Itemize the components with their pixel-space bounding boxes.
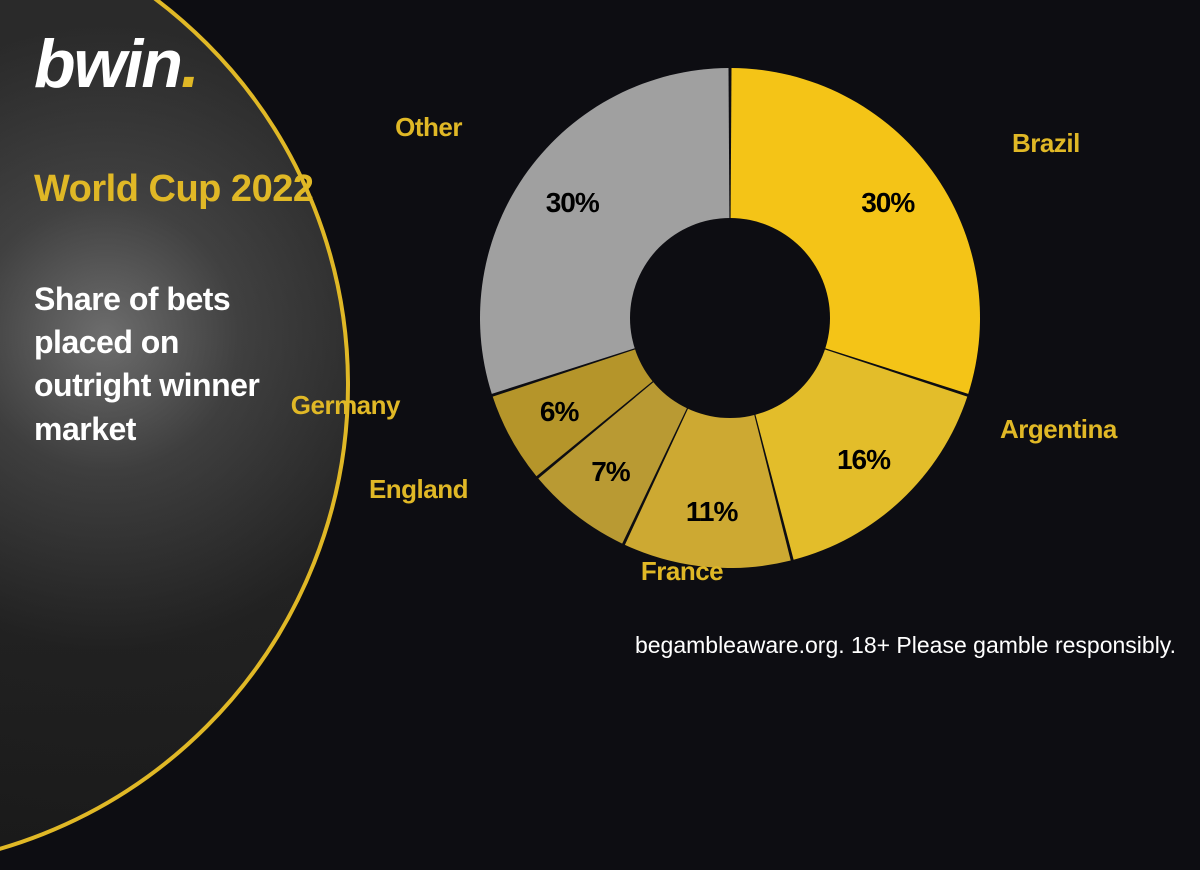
segment-pct-england: 7%	[591, 456, 629, 488]
segment-label-germany: Germany	[291, 390, 400, 421]
donut-chart	[480, 68, 980, 568]
segment-label-brazil: Brazil	[1012, 128, 1080, 159]
donut-hole	[630, 218, 830, 418]
segment-pct-argentina: 16%	[837, 444, 890, 476]
segment-label-other: Other	[395, 112, 462, 143]
segment-label-france: France	[641, 556, 723, 587]
segment-pct-france: 11%	[686, 496, 738, 528]
segment-pct-germany: 6%	[540, 396, 578, 428]
page-subtitle: Share of bets placed on outright winner …	[34, 278, 294, 451]
segment-label-argentina: Argentina	[1000, 414, 1117, 445]
segment-pct-other: 30%	[546, 187, 599, 219]
logo-dot: .	[181, 26, 198, 102]
brand-logo: bwin.	[34, 30, 198, 98]
segment-label-england: England	[369, 474, 468, 505]
footer-text: begambleaware.org. 18+ Please gamble res…	[635, 632, 1176, 659]
segment-pct-brazil: 30%	[861, 187, 914, 219]
page-title: World Cup 2022	[34, 168, 313, 212]
logo-text: bwin	[34, 26, 181, 102]
